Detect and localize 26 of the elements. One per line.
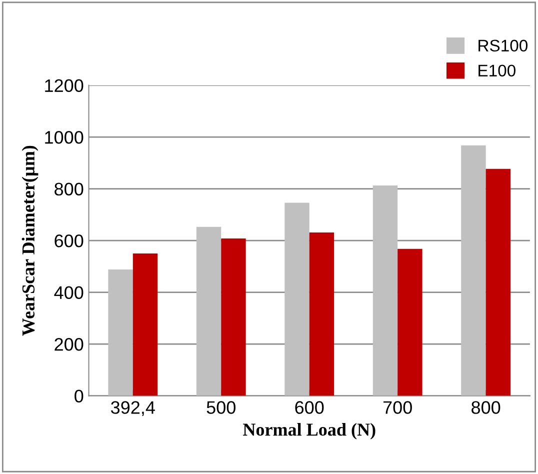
bar xyxy=(108,270,133,396)
legend-label: RS100 xyxy=(478,40,528,52)
y-tick-label: 800 xyxy=(54,182,84,196)
y-tick-label: 200 xyxy=(54,338,84,351)
bar xyxy=(372,185,398,396)
legend-label: E100 xyxy=(478,64,516,77)
x-tick-label: 600 xyxy=(295,401,324,414)
bar xyxy=(461,145,486,396)
x-axis-title: Normal Load (N) xyxy=(242,423,376,440)
x-tick-label: 800 xyxy=(472,401,500,414)
bar xyxy=(196,226,222,396)
bar xyxy=(309,232,334,396)
bar xyxy=(486,168,511,396)
x-tick-label: 392,4 xyxy=(110,401,155,416)
y-tick-label: 400 xyxy=(54,286,84,300)
y-tick-label: 1000 xyxy=(45,131,84,144)
x-tick-label: 700 xyxy=(383,401,412,414)
y-axis-title: WearScar Diameter(µm) xyxy=(22,146,38,336)
y-tick-label: 600 xyxy=(54,234,84,248)
bar xyxy=(132,253,158,396)
bar xyxy=(221,238,246,396)
y-tick-label: 0 xyxy=(74,390,84,403)
bar xyxy=(398,248,422,396)
y-tick-label: 1200 xyxy=(45,79,84,92)
x-tick-label: 500 xyxy=(206,401,236,414)
bar xyxy=(284,202,310,396)
